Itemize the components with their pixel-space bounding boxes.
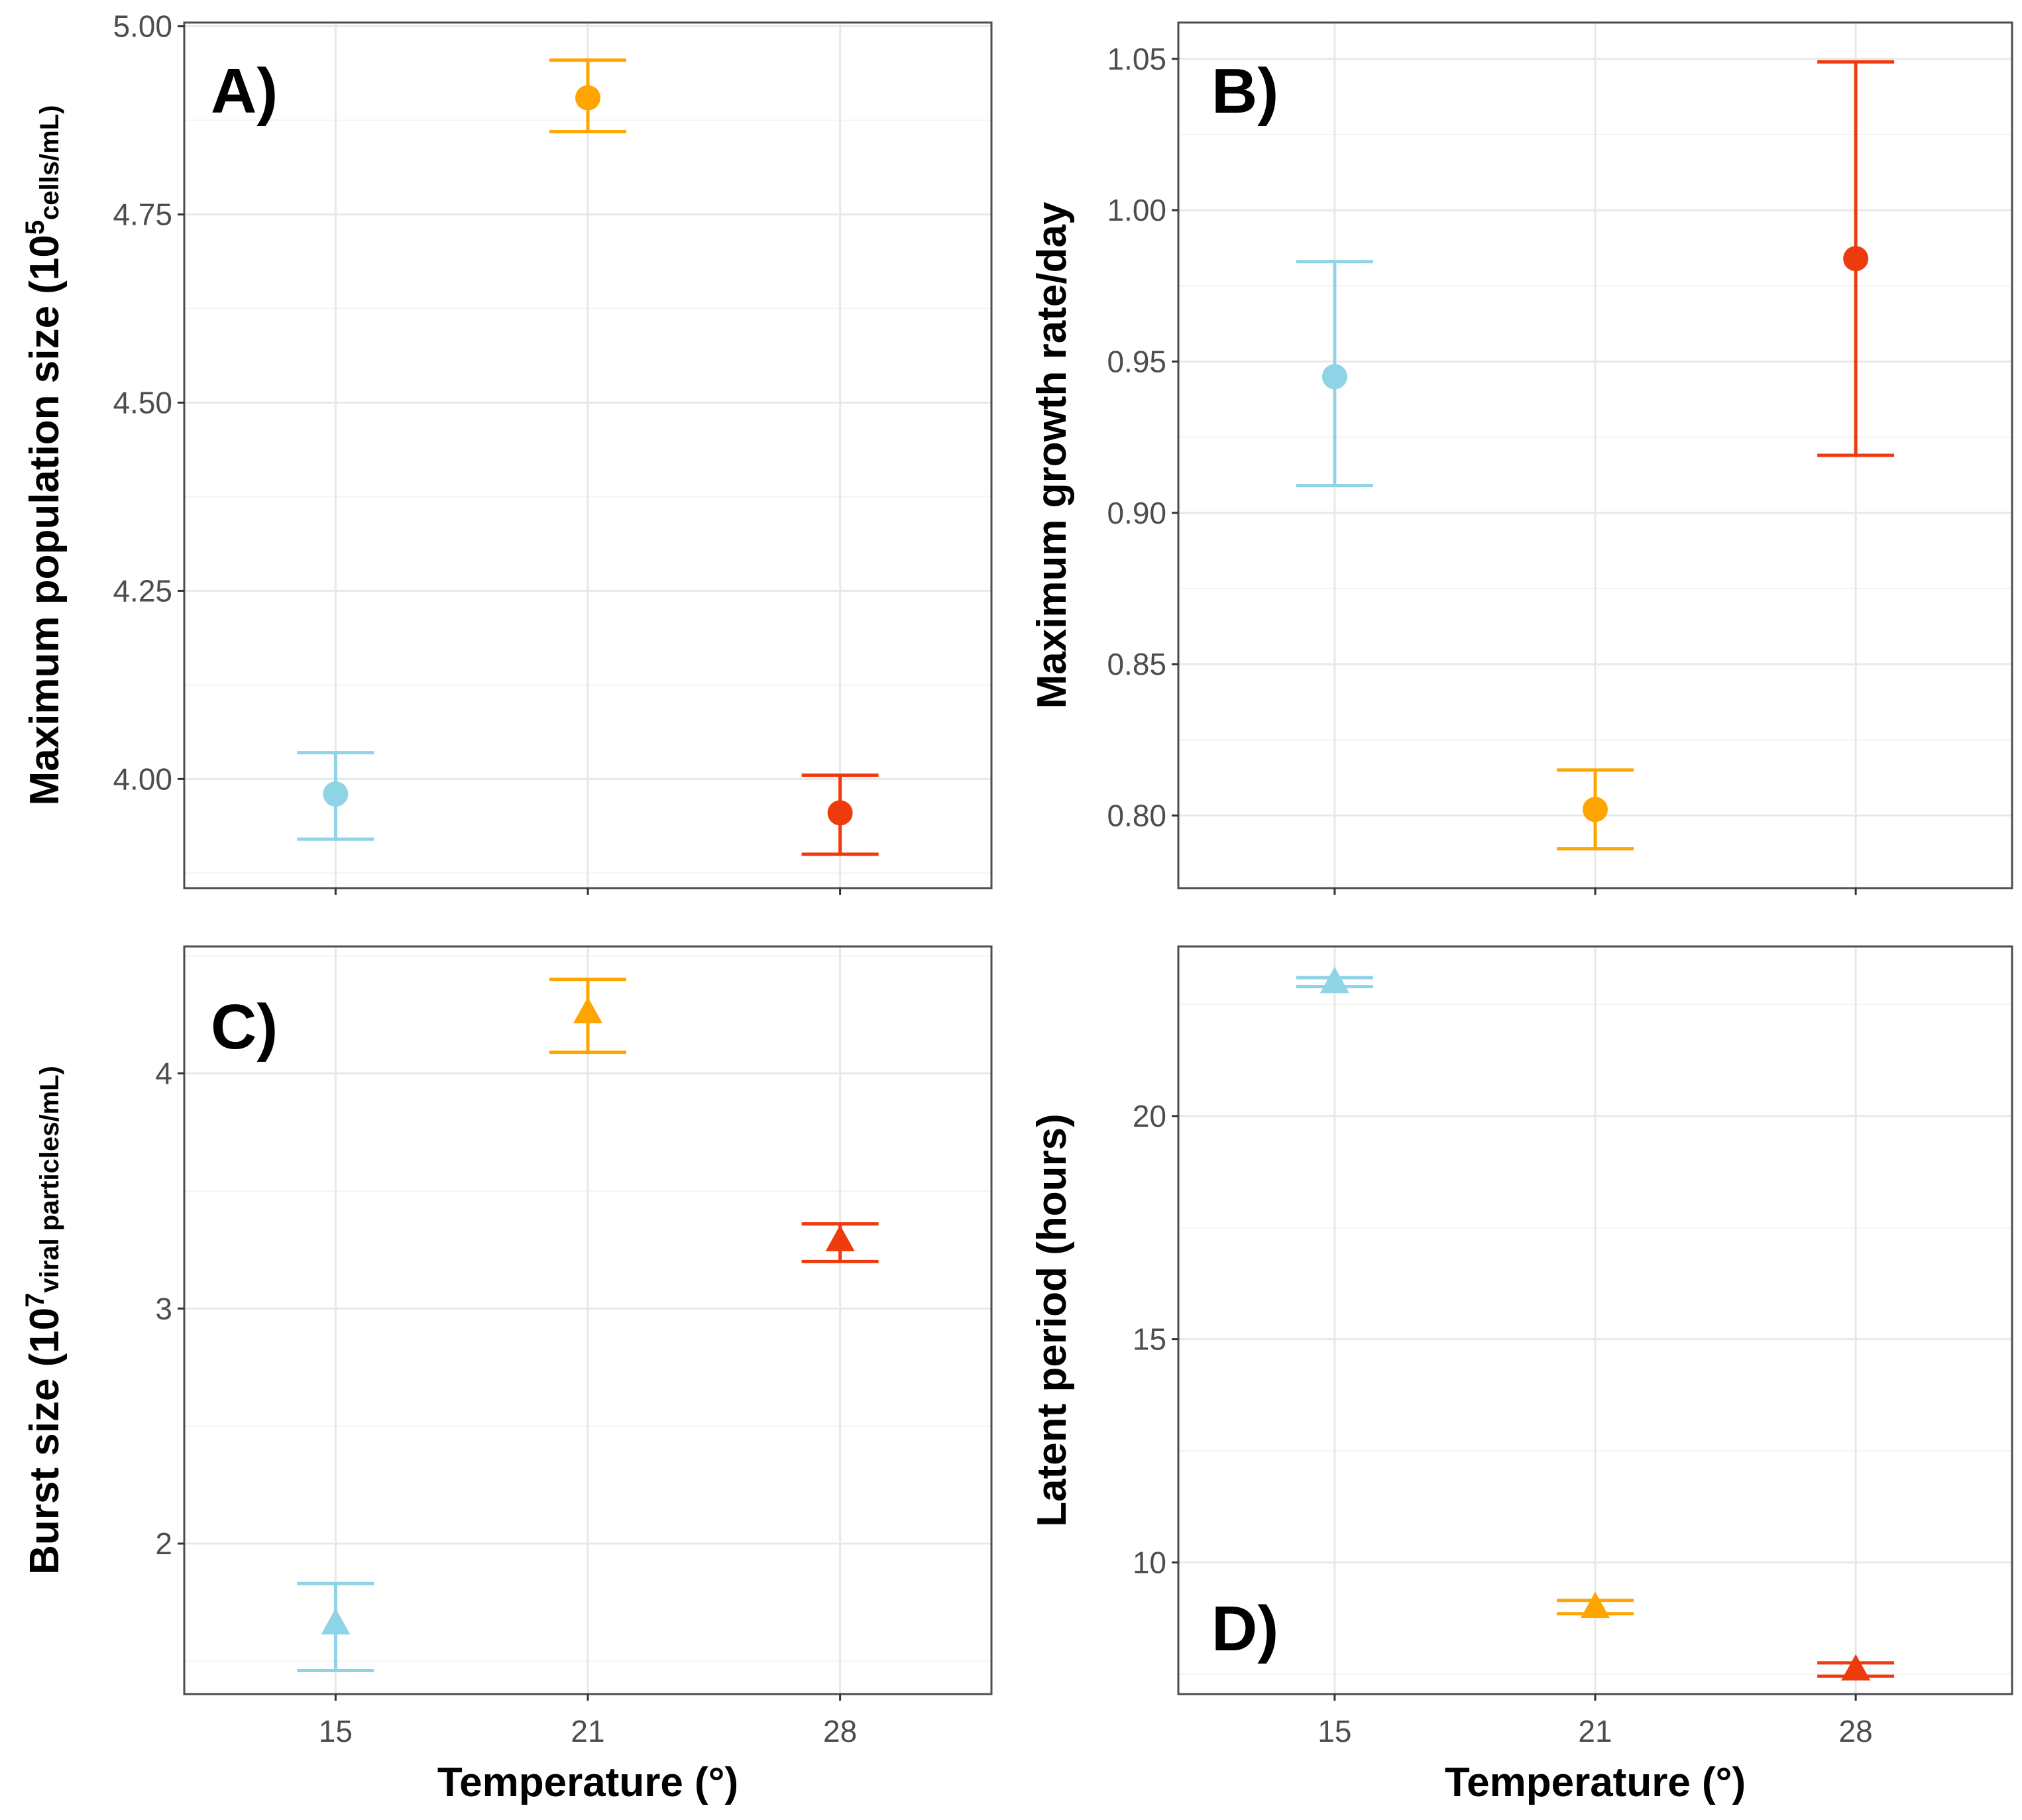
panel-d-x-tick-label: 21 — [1578, 1714, 1612, 1748]
panel-b-points — [1321, 246, 1869, 823]
panel-d-y-axis-title: Latent period (hours) — [1029, 1113, 1075, 1526]
panel-c-x-tick-label: 15 — [319, 1714, 353, 1748]
panel-c-point-28 — [825, 1225, 855, 1251]
panel-d-y-tick-label: 15 — [1133, 1322, 1166, 1357]
panel-c: 2 3 4 15 21 28 C) Burst size (107viral parti… — [21, 945, 993, 1805]
panel-d-point-28 — [1841, 1654, 1871, 1681]
panel-d-x-tick-label: 28 — [1839, 1714, 1873, 1748]
panel-d-point-15 — [1320, 966, 1349, 994]
panel-c-y-ticks: 2 3 4 — [155, 1056, 184, 1561]
panel-b-y-axis-title: Maximum growth rate/day — [1029, 201, 1075, 709]
panel-d-y-tick-label: 10 — [1133, 1545, 1166, 1579]
panel-b-y-tick-label: 1.05 — [1107, 42, 1166, 76]
panel-a: 4.00 4.25 4.50 4.75 5.00 A) Maximum populati… — [21, 9, 993, 895]
panel-c-y-tick-label: 2 — [155, 1526, 172, 1561]
panel-b-x-ticks — [1333, 888, 1857, 895]
panel-b-point-15 — [1321, 364, 1347, 390]
panel-c-y-tick-label: 4 — [155, 1056, 172, 1091]
panel-d-points — [1320, 966, 1871, 1681]
panel-c-point-21 — [573, 997, 602, 1023]
panel-d-y-ticks: 10 15 20 — [1133, 1099, 1178, 1579]
panel-a-y-ticks: 4.00 4.25 4.50 4.75 5.00 — [113, 9, 184, 796]
panel-b-y-ticks: 0.80 0.85 0.90 0.95 1.00 1.05 — [1107, 42, 1178, 832]
panel-b: 0.80 0.85 0.90 0.95 1.00 1.05 B) Maximum grow… — [1029, 21, 2013, 895]
panel-b-y-tick-label: 0.90 — [1107, 496, 1166, 530]
panel-c-y-axis-title: Burst size (107viral particles/mL) — [21, 1066, 68, 1575]
panel-a-y-tick-label: 4.00 — [113, 762, 172, 796]
panel-a-y-tick-label: 4.75 — [113, 198, 172, 232]
panel-d-x-axis-title: Temperature (°) — [1445, 1760, 1746, 1805]
panel-a-y-tick-label: 5.00 — [113, 9, 172, 44]
panel-a-label: A) — [211, 56, 278, 127]
panel-a-y-tick-label: 4.50 — [113, 386, 172, 420]
panel-a-grid — [184, 23, 991, 888]
panel-d: 10 15 20 15 21 28 D) Latent period (hours) T… — [1029, 945, 2013, 1805]
panel-a-point-21 — [575, 85, 600, 111]
panel-b-point-28 — [1843, 246, 1869, 272]
panel-c-x-ticks: 15 21 28 — [319, 1694, 857, 1748]
panel-b-point-21 — [1583, 797, 1608, 823]
panel-c-y-tick-label: 3 — [155, 1291, 172, 1326]
panel-c-x-tick-label: 28 — [823, 1714, 857, 1748]
panel-a-point-28 — [827, 800, 853, 826]
panel-b-label: B) — [1211, 56, 1278, 127]
panel-b-y-tick-label: 0.85 — [1107, 647, 1166, 681]
panel-d-x-tick-label: 15 — [1318, 1714, 1351, 1748]
panel-b-y-tick-label: 0.95 — [1107, 344, 1166, 378]
panel-d-grid — [1178, 946, 2012, 1694]
panel-d-label: D) — [1211, 1593, 1278, 1664]
panel-d-point-21 — [1581, 1591, 1610, 1619]
panel-a-y-tick-label: 4.25 — [113, 573, 172, 608]
panel-a-x-ticks — [334, 888, 842, 895]
panel-c-grid — [184, 946, 991, 1694]
panel-a-point-15 — [323, 781, 349, 807]
panel-d-x-ticks: 15 21 28 — [1318, 1694, 1873, 1748]
panel-c-x-tick-label: 21 — [571, 1714, 604, 1748]
panel-b-y-tick-label: 1.00 — [1107, 193, 1166, 227]
panel-d-y-tick-label: 20 — [1133, 1099, 1166, 1133]
panel-b-y-tick-label: 0.80 — [1107, 798, 1166, 832]
panel-c-points — [321, 997, 855, 1635]
panel-c-x-axis-title: Temperature (°) — [437, 1760, 738, 1805]
panel-a-points — [323, 85, 853, 826]
panel-a-y-axis-title: Maximum population size (105cells/mL) — [21, 105, 68, 806]
panel-c-label: C) — [211, 992, 278, 1062]
panel-c-point-15 — [321, 1608, 351, 1635]
